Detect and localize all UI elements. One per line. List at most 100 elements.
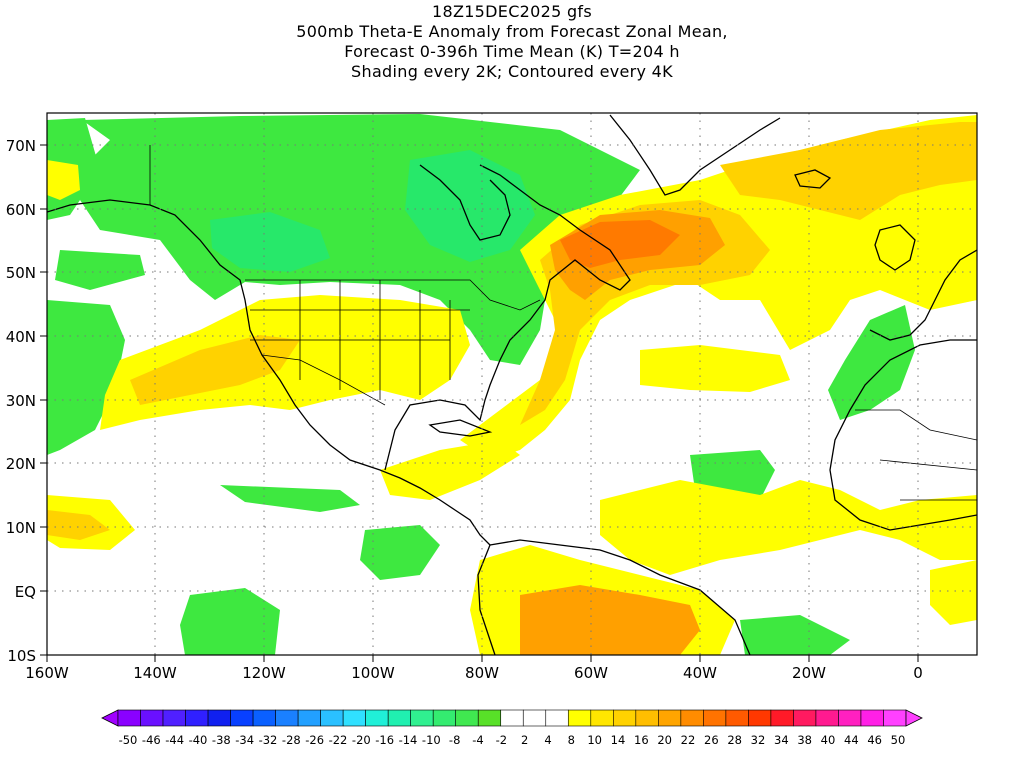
- colorbar-label: 10: [587, 733, 602, 747]
- colorbar-label: 40: [821, 733, 836, 747]
- orange-region-south-america: [520, 585, 700, 655]
- lat-label: 10S: [7, 647, 36, 665]
- lat-label: 10N: [6, 519, 36, 537]
- colorbar-box: [117, 709, 141, 727]
- colorbar-label: 38: [797, 733, 812, 747]
- colorbar-label: 34: [774, 733, 789, 747]
- green-region-east-pacific: [47, 300, 125, 455]
- map-frame: [46, 112, 978, 656]
- lat-label: 40N: [6, 328, 36, 346]
- colorbar: -50 -46 -44 -40 -38 -34 -32 -28 -26 -22 -20 -16 -14-…: [101, 709, 923, 747]
- anomaly-shading: [47, 114, 977, 655]
- yellow-region-africa-east: [930, 560, 977, 625]
- colorbar-label: 14: [611, 733, 626, 747]
- colorbar-label: 22: [681, 733, 696, 747]
- colorbar-label: -34: [235, 733, 254, 747]
- colorbar-label: -40: [189, 733, 208, 747]
- colorbar-box: [455, 709, 479, 727]
- lat-label: 30N: [6, 392, 36, 410]
- colorbar-box: [770, 709, 794, 727]
- colorbar-label: -16: [375, 733, 394, 747]
- coast-iceland: [794, 169, 832, 189]
- colorbar-box: [207, 709, 231, 727]
- lon-label: 160W: [25, 664, 69, 682]
- colorbar-label: 16: [634, 733, 649, 747]
- colorbar-box: [410, 709, 434, 727]
- gridlines: [47, 113, 977, 655]
- orange-region-pacific-sw: [47, 510, 110, 540]
- coast-greenland: [609, 114, 781, 196]
- border-alaska: [149, 145, 176, 216]
- colorbar-label: -28: [282, 733, 301, 747]
- colorbar-label: -4: [472, 733, 483, 747]
- lon-label: 60W: [574, 664, 608, 682]
- colorbar-box: [230, 709, 254, 727]
- colorbar-box: [703, 709, 727, 727]
- colorbar-label: -38: [212, 733, 231, 747]
- colorbar-label: -46: [142, 733, 161, 747]
- green-region-tropical-pacific: [220, 485, 360, 512]
- colorbar-box: [275, 709, 299, 727]
- title-line-4: Shading every 2K; Contoured every 4K: [351, 62, 673, 81]
- colorbar-label: -22: [329, 733, 348, 747]
- orange-region-greenland-sea: [720, 122, 977, 220]
- lon-labels: 160W 140W 120W 100W 80W 60W 40W 20W 0: [25, 664, 923, 682]
- colorbar-label: 8: [568, 733, 575, 747]
- colorbar-box: [387, 709, 411, 727]
- colorbar-box: [185, 709, 209, 727]
- lon-label: 80W: [465, 664, 499, 682]
- colorbar-label: -14: [399, 733, 418, 747]
- colorbar-box: [162, 709, 186, 727]
- lat-label: 20N: [6, 455, 36, 473]
- colorbar-label: 50: [891, 733, 906, 747]
- colorbar-label: 44: [844, 733, 859, 747]
- colorbar-box: [342, 709, 366, 727]
- colorbar-box: [860, 709, 884, 727]
- colorbar-label: -20: [352, 733, 371, 747]
- colorbar-label: -26: [305, 733, 324, 747]
- lat-label: 70N: [6, 137, 36, 155]
- colorbar-label: -2: [496, 733, 507, 747]
- colorbar-boxes: [117, 709, 907, 727]
- colorbar-box: [140, 709, 164, 727]
- orange-region-us-west: [130, 335, 300, 405]
- colorbar-box: [883, 709, 907, 727]
- coastlines: [47, 114, 977, 655]
- orange-darkest-north-atlantic: [560, 220, 680, 268]
- lat-label: EQ: [15, 583, 36, 601]
- colorbar-box: [252, 709, 276, 727]
- colorbar-box: [477, 709, 502, 727]
- colorbar-right-arrow: [905, 709, 923, 727]
- lon-label: 140W: [133, 664, 177, 682]
- coast-africa: [829, 339, 977, 531]
- yellow-region-iberia: [925, 245, 977, 305]
- yellow-region-tropical-atlantic: [600, 480, 977, 575]
- title-line-2: 500mb Theta-E Anomaly from Forecast Zona…: [296, 22, 728, 41]
- colorbar-box: [725, 709, 749, 727]
- lat-label: 50N: [6, 264, 36, 282]
- political-borders: [149, 145, 977, 501]
- colorbar-label: 26: [704, 733, 719, 747]
- colorbar-box: [635, 709, 659, 727]
- border-canada-us: [245, 279, 541, 311]
- green-region-south-atlantic: [740, 615, 850, 655]
- coast-south-america-west: [477, 544, 496, 655]
- colorbar-label: 4: [544, 733, 551, 747]
- green-region-pacific-strip: [55, 250, 145, 290]
- yellow-region-mid-atlantic: [640, 345, 790, 392]
- lon-label: 100W: [351, 664, 395, 682]
- colorbar-label: -10: [422, 733, 441, 747]
- colorbar-box: [365, 709, 389, 727]
- colorbar-label: 20: [657, 733, 672, 747]
- colorbar-box: [500, 709, 524, 727]
- colorbar-box: [432, 709, 457, 727]
- green-core-west-canada: [210, 212, 330, 272]
- colorbar-box: [793, 709, 817, 727]
- coast-gulf: [384, 164, 631, 471]
- coast-uk: [874, 224, 916, 271]
- colorbar-box: [613, 709, 637, 727]
- border-us-states-grid: [250, 280, 470, 400]
- colorbar-box: [748, 709, 772, 727]
- lon-label: 40W: [683, 664, 717, 682]
- colorbar-label: 32: [751, 733, 766, 747]
